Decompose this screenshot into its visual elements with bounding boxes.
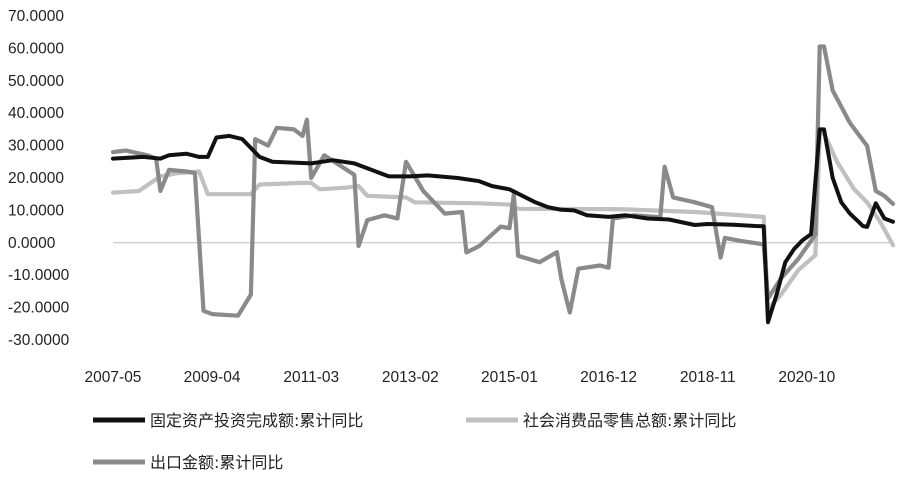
x-tick-label: 2018-11	[680, 369, 736, 386]
y-tick-label: -20.0000	[8, 300, 70, 317]
x-tick-label: 2020-10	[778, 369, 835, 386]
series-line-1	[111, 127, 895, 325]
x-tick-label: 2009-04	[184, 369, 241, 386]
y-tick-label: 10.0000	[8, 202, 64, 219]
y-tick-label: -10.0000	[8, 267, 70, 284]
legend-label: 固定资产投资完成额:累计同比	[150, 411, 363, 430]
y-tick-label: 0.0000	[8, 235, 56, 252]
x-tick-label: 2015-01	[481, 369, 538, 386]
y-tick-label: 40.0000	[8, 105, 64, 122]
x-tick-label: 2013-02	[382, 369, 439, 386]
x-axis-ticks: 2007-05 2009-04 2011-03 2013-02 2015-01 2016-…	[85, 369, 836, 386]
y-tick-label: 20.0000	[8, 170, 64, 187]
series-line-2	[110, 131, 896, 312]
y-tick-label: 50.0000	[8, 73, 64, 90]
x-tick-label: 2011-03	[283, 369, 339, 386]
x-tick-label: 2016-12	[580, 369, 637, 386]
series-line-3	[110, 44, 896, 318]
legend-item: 出口金额:累计同比	[93, 453, 283, 472]
series-lines	[110, 44, 896, 325]
y-tick-label: 60.0000	[8, 40, 64, 57]
legend-item: 固定资产投资完成额:累计同比	[93, 411, 363, 430]
legend-item: 社会消费品零售总额:累计同比	[466, 411, 736, 430]
legend-label: 社会消费品零售总额:累计同比	[523, 411, 736, 430]
y-tick-label: -30.0000	[8, 332, 70, 349]
y-tick-label: 30.0000	[8, 138, 64, 155]
y-axis-ticks: 70.0000 60.0000 50.0000 40.0000 30.0000 20.00…	[8, 8, 70, 349]
legend-label: 出口金额:累计同比	[150, 453, 283, 472]
x-tick-label: 2007-05	[85, 369, 142, 386]
y-tick-label: 70.0000	[8, 8, 64, 25]
